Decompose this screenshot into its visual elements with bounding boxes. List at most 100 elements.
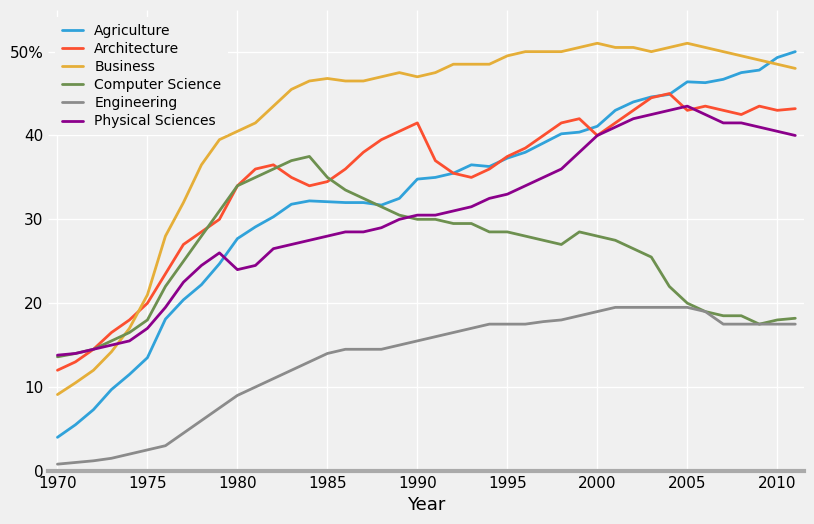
Architecture [431,158,440,164]
Agriculture [593,123,602,129]
Physical Sciences [557,166,567,172]
Agriculture [466,162,476,168]
Computer Science [125,330,134,336]
Computer Science [251,174,260,181]
Architecture [71,359,81,365]
Agriculture [502,155,512,161]
Engineering [593,309,602,315]
Architecture [377,137,387,143]
Business [251,120,260,126]
Business [395,70,405,76]
Physical Sciences [251,263,260,269]
Architecture [557,120,567,126]
Architecture [610,120,620,126]
Architecture [646,95,656,101]
Architecture [287,174,296,181]
Agriculture [772,54,782,61]
Business [593,40,602,47]
Architecture [160,271,170,277]
Agriculture [287,201,296,208]
Physical Sciences [538,174,548,181]
Architecture [251,166,260,172]
Line: Business: Business [58,43,795,395]
Engineering [431,334,440,340]
Engineering [520,321,530,328]
Computer Science [358,195,368,202]
Architecture [53,367,63,374]
Engineering [304,359,314,365]
Architecture [664,91,674,97]
Agriculture [719,76,729,82]
Business [142,292,152,298]
Architecture [502,154,512,160]
Computer Science [755,321,764,328]
Computer Science [520,233,530,239]
Computer Science [89,346,98,353]
Business [178,200,188,206]
Agriculture [71,422,81,428]
Architecture [449,170,458,177]
Agriculture [790,49,800,55]
Business [233,128,243,135]
Line: Engineering: Engineering [58,308,795,464]
Agriculture [413,176,422,182]
Business [160,233,170,239]
Agriculture [215,260,225,267]
Computer Science [772,317,782,323]
Business [557,49,567,55]
Engineering [340,346,350,353]
Agriculture [142,355,152,361]
Agriculture [304,198,314,204]
Business [502,53,512,59]
Agriculture [53,434,63,441]
Architecture [466,174,476,181]
Physical Sciences [610,124,620,130]
Engineering [395,342,405,348]
Engineering [646,304,656,311]
Business [287,86,296,93]
Business [737,53,746,59]
Architecture [413,120,422,126]
Engineering [107,455,116,462]
Architecture [215,216,225,223]
Physical Sciences [575,149,584,156]
Agriculture [377,202,387,208]
Physical Sciences [89,346,98,353]
Physical Sciences [215,250,225,256]
Physical Sciences [358,229,368,235]
Architecture [125,317,134,323]
Architecture [700,103,710,110]
Computer Science [53,354,63,360]
Physical Sciences [772,128,782,135]
Agriculture [107,386,116,392]
Agriculture [610,107,620,114]
Agriculture [449,170,458,177]
Business [431,70,440,76]
Business [700,45,710,51]
Line: Agriculture: Agriculture [58,52,795,438]
Agriculture [431,174,440,181]
Business [719,49,729,55]
Architecture [737,112,746,118]
Agriculture [251,224,260,230]
Physical Sciences [340,229,350,235]
Physical Sciences [269,246,278,252]
Business [682,40,692,47]
Engineering [413,338,422,344]
Computer Science [413,216,422,223]
Engineering [628,304,638,311]
Physical Sciences [682,103,692,110]
Engineering [466,325,476,332]
Computer Science [664,283,674,290]
Engineering [89,457,98,464]
Business [646,49,656,55]
Business [215,137,225,143]
Engineering [484,321,494,328]
Architecture [395,128,405,135]
Architecture [719,107,729,114]
Business [196,162,206,168]
Computer Science [646,254,656,260]
Computer Science [377,204,387,210]
Engineering [160,443,170,449]
Agriculture [269,214,278,220]
